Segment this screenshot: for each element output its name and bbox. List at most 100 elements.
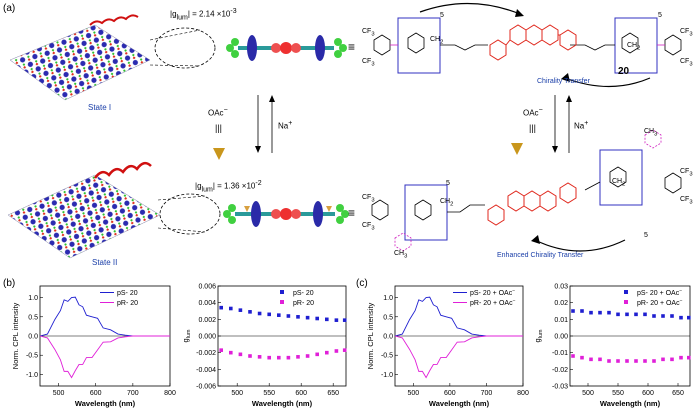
glum-state1: |glum| = 2.14 ×10-3 [170,8,237,22]
y-tick-label: 0.5 [28,314,38,321]
legend-label-charge: − [680,298,683,304]
data-point [334,349,339,353]
data-point [219,348,223,352]
x-tick-label: 700 [481,390,493,397]
pillar-box-top-right [614,17,658,74]
data-point [296,315,300,319]
y-tick-label: 0.0 [28,334,38,341]
legend-label: pS- 20 + OAc− [470,288,515,297]
data-point [598,357,602,362]
data-point [248,354,252,358]
data-point [589,357,593,362]
data-point [325,350,329,355]
x-axis-label: Wavelength (nm) [75,399,136,408]
legend-label-charge: − [679,288,682,294]
data-point [679,355,683,360]
ch2-label-2: CH2 [627,42,641,52]
y-tick-label: -0.002 [196,350,216,357]
x-tick-label: 650 [327,390,339,397]
data-point [661,357,665,362]
cf3-label-2: CF3 [362,58,375,68]
repeat-5-label-4: 5 [644,232,648,239]
data-point [334,318,339,322]
y-tick-label: -1.0 [381,372,393,379]
data-point [687,355,691,360]
data-point [257,311,262,316]
data-point [589,310,593,315]
data-point [286,314,291,318]
data-point [625,359,629,363]
data-point [661,314,665,318]
y-tick-label: 0.01 [554,317,568,324]
cf3-label-1: CF3 [362,28,375,38]
y-tick-label: -0.006 [196,384,216,391]
data-point [238,352,243,357]
y-tick-label: 0.00 [554,334,568,341]
y-tick-label: 0.000 [198,334,216,341]
data-point [607,359,611,363]
x-axis-label: Wavelength (nm) [600,399,661,408]
x-tick-label: 500 [53,390,65,397]
legend-label: pS- 20 [117,290,138,297]
y-tick-label: -0.03 [552,384,568,391]
data-point [643,312,647,317]
cf3-label-6: CF3 [362,222,375,232]
legend-label: pR- 20 [117,300,138,307]
data-point [670,314,674,318]
data-point [277,355,281,360]
data-point [342,318,347,322]
assembly-illustration [7,14,349,259]
series-line-0 [394,296,523,337]
repeat-5-label-3: 5 [446,180,450,187]
y-tick-label: -0.5 [381,353,393,360]
data-point [257,355,262,359]
x-tick-label: 550 [612,390,624,397]
na-label-left: Na+ [278,120,293,131]
data-point [248,310,252,314]
x-tick-label: 650 [672,390,684,397]
x-tick-label: 500 [407,390,419,397]
legend-label-charge: − [512,288,515,294]
pillar-box-bottom-left [404,184,448,241]
legend-swatch [280,300,284,304]
data-point [571,309,575,313]
data-point [616,359,620,363]
data-point [652,314,656,318]
x-tick-label: 600 [295,390,307,397]
cf3-label-5: CF3 [362,194,375,204]
legend-label: pR- 20 + OAc− [470,298,516,307]
data-point [616,312,620,317]
x-tick-label: 500 [582,390,594,397]
molecule-model-1 [226,35,347,61]
x-tick-label: 800 [517,390,529,397]
ch2-label-1: CH2 [430,36,444,46]
y-tick-label: 0.02 [554,300,568,307]
glum-state2: |glum| = 1.36 ×10-2 [195,180,262,194]
repeat-5-label-2: 5 [658,12,662,19]
y-tick-label: 0.004 [198,300,216,307]
data-point [670,357,674,362]
ch2-label-3: CH2 [440,198,454,208]
oac-label-left: OAc− [208,107,228,118]
zoom-ellipse-2 [159,193,221,235]
chart-3: 500 550 600 650 -0.03 -0.02 -0.01 0.00 0.01 0.02 0… [533,284,691,408]
data-point [267,312,271,317]
zoom-ellipse-1 [154,27,216,69]
y-axis-label: Norm. CPL intensity [11,303,20,370]
x-tick-label: 550 [263,390,275,397]
cf3-label-4: CF3 [680,58,693,68]
data-point [342,348,347,352]
legend-label: pR- 20 [293,300,314,307]
x-tick-label: 500 [231,390,243,397]
state1-sheet [9,24,151,101]
data-point [634,312,638,317]
legend-swatch [624,300,628,304]
cf3-label-8: CF3 [680,196,693,206]
state2-label: State II [92,258,118,267]
data-point [598,310,602,315]
ch3-label-2: CH3 [644,128,658,138]
legend-label-charge: − [513,298,516,304]
chart-1: 500 550 600 650 -0.006 -0.004 -0.002 0.000 0.002… [181,284,347,408]
y-axis-label: glum [181,329,192,342]
legend-label: pS- 20 [293,290,314,297]
